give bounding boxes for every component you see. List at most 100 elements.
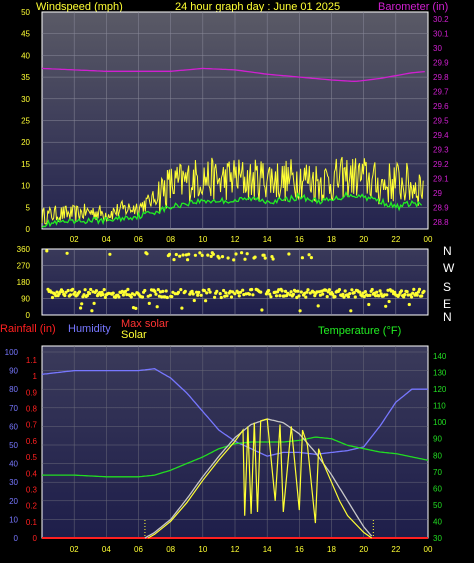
direction-point [343,289,347,293]
direction-point [280,289,284,293]
direction-point [349,309,353,313]
direction-point [342,295,346,299]
direction-point [176,290,181,294]
x-tick-label: 14 [263,545,272,554]
barometer-tick-label: 29 [433,189,442,198]
barometer-tick-label: 30.1 [433,30,449,39]
humidity-tick-label: 0 [14,534,19,543]
direction-point [187,252,191,256]
direction-point [165,295,169,300]
direction-point [399,289,404,293]
windspeed-tick-label: 25 [21,117,30,126]
direction-point [64,290,68,294]
direction-point [358,290,362,294]
windspeed-axis-label: Windspeed (mph) [36,1,123,13]
temperature-tick-label: 120 [433,385,447,394]
x-tick-label: 00 [424,545,433,554]
x-tick-label: 12 [231,545,240,554]
windspeed-tick-label: 45 [21,30,30,39]
direction-point [278,294,282,298]
direction-point [417,287,422,291]
x-tick-label: 02 [70,545,79,554]
direction-point [124,289,128,293]
direction-tick-label: 180 [17,278,31,287]
direction-point [237,294,241,298]
temperature-tick-label: 30 [433,534,442,543]
x-tick-label: 00 [424,235,433,244]
barometer-tick-label: 29.3 [433,145,449,154]
direction-point [383,293,387,297]
direction-point [416,290,420,294]
direction-point [220,255,225,259]
x-tick-label: 22 [391,235,400,244]
direction-point [411,291,415,295]
rainfall-tick-label: 0 [33,534,38,543]
direction-point [54,294,58,298]
direction-point [172,258,176,262]
direction-point [346,295,351,299]
humidity-tick-label: 90 [9,367,18,376]
direction-point [199,293,203,297]
x-tick-label: 18 [327,235,336,244]
direction-point [368,293,372,297]
direction-point [270,255,274,259]
rainfall-ticks: 0 0.1 0.2 0.3 0.4 0.5 0.6 0.7 0.8 0.9 1 1.1 [26,356,38,543]
windspeed-tick-label: 35 [21,73,30,82]
direction-point [352,291,356,295]
direction-point [289,290,293,294]
direction-point [167,252,172,256]
direction-point [211,252,215,256]
direction-point [306,288,310,292]
humidity-ticks: 0 10 20 30 40 50 60 70 80 90 100 [5,348,19,543]
temperature-tick-label: 60 [433,484,442,493]
humidity-tick-label: 100 [5,348,19,357]
direction-point [294,289,298,293]
direction-point [226,256,230,260]
x-tick-label: 16 [295,545,304,554]
direction-point [89,287,93,292]
direction-point [367,302,371,307]
direction-point [287,252,291,256]
direction-point [333,295,337,299]
direction-point [205,291,209,295]
rainfall-tick-label: 0.9 [26,388,38,397]
direction-point [170,295,174,299]
windspeed-tick-label: 15 [21,160,30,169]
direction-point [307,253,311,257]
direction-point [171,290,175,294]
direction-point [331,292,335,296]
barometer-ticks: 28.8 28.9 29 29.1 29.2 29.3 29.4 29.5 29.6 29.7 29… [433,15,449,227]
temperature-tick-label: 90 [433,435,442,444]
humidity-tick-label: 10 [9,515,18,524]
rainfall-tick-label: 0.6 [26,437,38,446]
barometer-line [41,67,425,82]
direction-point [206,253,210,257]
climate-series [41,368,429,539]
temperature-ticks: 30 40 50 60 70 80 90 100 110 120 130 140 [433,352,447,543]
direction-point [143,288,147,293]
direction-point [196,293,200,297]
solar-label: Solar [121,329,147,341]
max-solar-curve [144,418,373,539]
rainfall-tick-label: 0.2 [26,502,38,511]
wind-panel-grid [42,12,428,229]
direction-tick-label: 90 [21,295,30,304]
rainfall-tick-label: 0.8 [26,405,38,414]
direction-point [198,251,202,255]
direction-point [407,302,411,307]
direction-point [316,304,320,308]
compass-label: E [443,297,451,311]
direction-point [156,288,160,292]
rainfall-tick-label: 0.5 [26,453,38,462]
temperature-tick-label: 50 [433,501,442,510]
direction-point [85,293,89,298]
direction-point [88,291,92,296]
direction-point [218,292,222,296]
direction-point [422,289,426,293]
direction-point [296,289,300,293]
direction-point [66,288,70,293]
direction-point [341,292,345,296]
direction-ticks: 0 90 180 270 360 [17,245,31,320]
average-wind-line [41,190,423,229]
